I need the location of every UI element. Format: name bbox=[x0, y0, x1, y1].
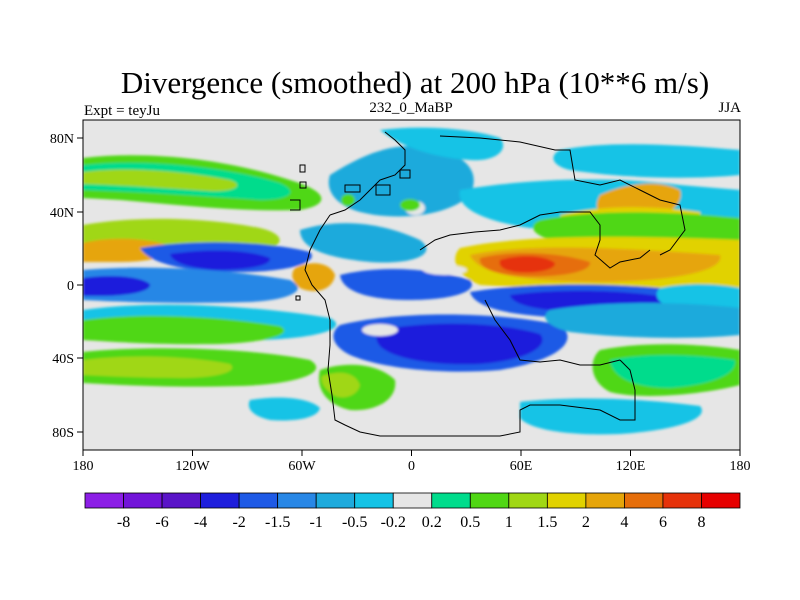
colorbar-label: 2 bbox=[582, 514, 590, 531]
x-axis-labels: 180 120W 60W 0 60E 120E 180 bbox=[73, 459, 751, 474]
colorbar-swatch bbox=[200, 492, 240, 509]
contour-darkblue-20n bbox=[170, 250, 271, 270]
colorbar-swatch bbox=[546, 492, 587, 509]
contour-lightblue-north-c bbox=[553, 144, 740, 178]
colorbar-label: -0.5 bbox=[342, 514, 367, 531]
colorbar-swatch bbox=[508, 492, 548, 509]
x-tick-label: 180 bbox=[730, 459, 751, 474]
x-tick-label: 0 bbox=[408, 459, 415, 474]
contour-blue-equator-mid bbox=[340, 268, 472, 300]
axis-ticks bbox=[77, 137, 741, 456]
contour-blue-equator-west bbox=[83, 267, 298, 303]
divergence-field bbox=[83, 127, 740, 435]
y-axis-labels: 80N 40N 0 40S 80S bbox=[50, 132, 74, 441]
colorbar-label: -8 bbox=[117, 514, 130, 531]
colorbar bbox=[84, 492, 741, 509]
colorbar-label: -4 bbox=[194, 514, 207, 531]
colorbar-swatch bbox=[238, 492, 279, 509]
contour-yellowgreen-north bbox=[83, 169, 238, 192]
experiment-label: Expt = teyJu bbox=[84, 103, 160, 119]
chart-title: Divergence (smoothed) at 200 hPa (10**6 … bbox=[121, 65, 709, 100]
y-tick-label: 0 bbox=[67, 279, 74, 294]
contour-red-20n bbox=[499, 256, 556, 273]
contour-darkblue-equator-west bbox=[83, 276, 151, 296]
colorbar-label: -2 bbox=[232, 514, 245, 531]
colorbar-swatch bbox=[392, 492, 433, 509]
contour-yellowgreen-40s bbox=[83, 356, 233, 378]
contour-lightblue-20s-east bbox=[545, 303, 740, 338]
colorbar-label: -1.5 bbox=[265, 514, 290, 531]
colorbar-label: -1 bbox=[310, 514, 323, 531]
y-tick-label: 40N bbox=[50, 206, 74, 221]
contour-lightblue-70s bbox=[520, 398, 702, 435]
contour-green-island bbox=[341, 194, 355, 206]
contour-orange-equator-60w bbox=[292, 263, 335, 292]
plot-area bbox=[83, 120, 740, 450]
x-tick-label: 60W bbox=[288, 459, 316, 474]
colorbar-label: 4 bbox=[620, 514, 628, 531]
colorbar-labels: -8 -6 -4 -2 -1.5 -1 -0.5 -0.2 0.2 0.5 1 1.5 2 4 6 8 bbox=[117, 514, 706, 531]
coastline-islands bbox=[295, 164, 411, 301]
colorbar-label: -0.2 bbox=[381, 514, 406, 531]
colorbar-swatch bbox=[161, 492, 201, 509]
contour-darkblue-20s-central bbox=[376, 323, 543, 365]
x-tick-label: 180 bbox=[73, 459, 94, 474]
colorbar-swatch bbox=[585, 492, 625, 509]
contour-green-island-b bbox=[400, 199, 420, 211]
contour-lightblue-20n-b bbox=[300, 223, 427, 263]
y-tick-label: 80S bbox=[52, 426, 74, 441]
x-tick-label: 60E bbox=[510, 459, 533, 474]
colorbar-swatch bbox=[701, 492, 741, 509]
contour-gray-island-a bbox=[362, 324, 398, 336]
colorbar-swatch bbox=[469, 492, 510, 509]
colorbar-label: 0.5 bbox=[460, 514, 480, 531]
colorbar-label: 1 bbox=[505, 514, 513, 531]
contour-blue-north-upper bbox=[328, 146, 474, 217]
colorbar-swatch bbox=[662, 492, 702, 509]
colorbar-swatch bbox=[315, 492, 356, 509]
colorbar-swatch bbox=[123, 492, 163, 509]
coastlines bbox=[290, 131, 686, 437]
contour-green-north-east bbox=[533, 212, 740, 244]
colorbar-label: 1.5 bbox=[537, 514, 557, 531]
x-tick-label: 120E bbox=[616, 459, 646, 474]
contour-mint-40s-east bbox=[610, 355, 736, 388]
contour-lightblue-70s-b bbox=[248, 397, 320, 421]
contour-gray-island-b bbox=[423, 265, 467, 275]
contour-green-20s bbox=[83, 315, 285, 345]
coastline-america bbox=[290, 131, 686, 437]
coastline-africa-asia bbox=[419, 211, 651, 366]
colorbar-label: 0.2 bbox=[422, 514, 442, 531]
x-tick-label: 120W bbox=[175, 459, 210, 474]
colorbar-swatch bbox=[431, 492, 471, 509]
colorbar-label: 6 bbox=[659, 514, 667, 531]
colorbar-swatch bbox=[277, 492, 317, 509]
contour-lightblue-north-b bbox=[380, 127, 504, 161]
season-label: JJA bbox=[718, 100, 741, 116]
y-tick-label: 40S bbox=[52, 352, 74, 367]
colorbar-swatch bbox=[624, 492, 664, 509]
colorbar-label: -6 bbox=[155, 514, 168, 531]
y-tick-label: 80N bbox=[50, 132, 74, 147]
colorbar-swatch bbox=[354, 492, 394, 509]
colorbar-swatch bbox=[84, 492, 124, 509]
run-label: 232_0_MaBP bbox=[369, 100, 452, 116]
colorbar-label: 8 bbox=[697, 514, 705, 531]
